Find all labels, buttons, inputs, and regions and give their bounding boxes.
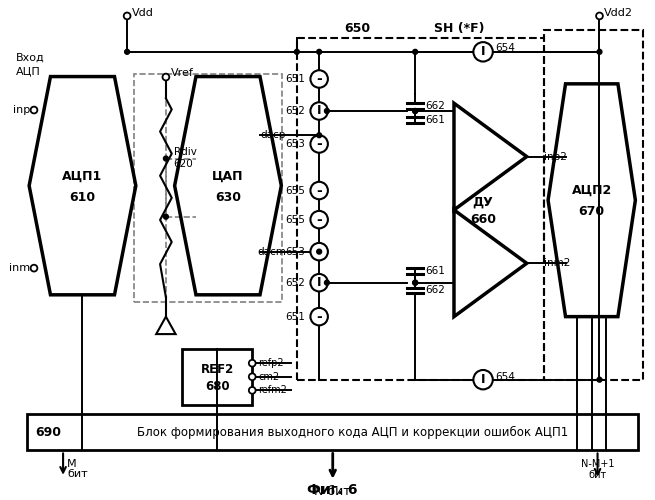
Circle shape [310, 182, 328, 200]
Circle shape [295, 50, 299, 54]
Text: Фиг. 6: Фиг. 6 [307, 484, 358, 498]
Circle shape [249, 387, 255, 394]
Circle shape [324, 108, 329, 114]
Text: АЦП1: АЦП1 [62, 170, 103, 182]
Bar [134, 74, 282, 302]
Bar [544, 30, 643, 380]
Circle shape [597, 50, 602, 54]
Text: Вход: Вход [16, 52, 45, 62]
Circle shape [474, 370, 493, 390]
Text: REF2: REF2 [200, 362, 234, 376]
Circle shape [317, 249, 322, 254]
Text: 620: 620 [174, 160, 193, 170]
Text: inp2: inp2 [544, 152, 567, 162]
Text: 662: 662 [425, 286, 445, 296]
Text: dacp: dacp [261, 130, 286, 140]
Circle shape [249, 374, 255, 380]
Circle shape [162, 74, 169, 80]
Circle shape [317, 133, 322, 138]
Circle shape [596, 12, 603, 20]
Circle shape [164, 156, 168, 161]
Text: 680: 680 [205, 380, 230, 393]
Bar [297, 38, 544, 380]
Text: 630: 630 [215, 191, 241, 204]
Text: inp: inp [13, 105, 30, 115]
Circle shape [31, 106, 37, 114]
Text: 662: 662 [425, 101, 445, 111]
Text: Блок формирования выходного кода АЦП и коррекции ошибок АЦП1: Блок формирования выходного кода АЦП и к… [136, 426, 568, 438]
Text: ЦАП: ЦАП [212, 170, 244, 182]
Text: Vref: Vref [171, 68, 194, 78]
Text: 660: 660 [470, 213, 496, 226]
Circle shape [324, 280, 329, 285]
Circle shape [310, 211, 328, 228]
Text: I: I [317, 104, 322, 118]
Circle shape [310, 102, 328, 120]
Circle shape [317, 50, 322, 54]
Text: Rdiv: Rdiv [174, 146, 196, 156]
Text: АЦП: АЦП [16, 66, 41, 76]
Text: М: М [67, 459, 77, 469]
Circle shape [124, 12, 130, 20]
Circle shape [310, 274, 328, 291]
Text: dacm: dacm [257, 246, 286, 256]
Text: бит: бит [588, 470, 607, 480]
Text: 661: 661 [425, 266, 445, 276]
Text: Vdd: Vdd [132, 8, 154, 18]
Text: 655: 655 [286, 186, 306, 196]
Text: I: I [317, 276, 322, 289]
Circle shape [310, 243, 328, 260]
Text: 653: 653 [286, 246, 306, 256]
Circle shape [474, 42, 493, 62]
Text: inm2: inm2 [544, 258, 571, 268]
Text: -: - [316, 244, 322, 258]
Text: I: I [481, 373, 485, 386]
Text: 653: 653 [286, 139, 306, 149]
Circle shape [310, 70, 328, 88]
Circle shape [413, 50, 418, 54]
Text: -: - [316, 72, 322, 86]
Text: -: - [316, 310, 322, 324]
Text: refp2: refp2 [258, 358, 284, 368]
Circle shape [310, 135, 328, 152]
Text: 651: 651 [286, 74, 306, 84]
Text: cm2: cm2 [258, 372, 279, 382]
Circle shape [164, 214, 168, 219]
Circle shape [413, 280, 418, 285]
Text: 652: 652 [286, 106, 306, 116]
Text: -: - [316, 137, 322, 151]
Circle shape [413, 108, 418, 114]
Text: 654: 654 [496, 372, 515, 382]
Circle shape [124, 50, 130, 54]
Text: -: - [316, 212, 322, 226]
Text: inm: inm [9, 263, 30, 273]
Text: SH (*F): SH (*F) [434, 22, 484, 35]
Text: ДУ: ДУ [473, 196, 493, 208]
Text: -: - [316, 184, 322, 198]
Text: N бит: N бит [314, 486, 351, 498]
Text: Vdd2: Vdd2 [605, 8, 633, 18]
Text: I: I [481, 46, 485, 59]
Circle shape [597, 378, 602, 382]
Text: 652: 652 [286, 278, 306, 287]
Text: 650: 650 [344, 22, 370, 35]
Text: 655: 655 [286, 214, 306, 224]
Text: 661: 661 [425, 114, 445, 124]
Bar [28, 414, 638, 451]
Circle shape [413, 280, 418, 285]
Text: 690: 690 [35, 426, 61, 438]
Text: 651: 651 [286, 312, 306, 322]
Bar [182, 348, 252, 405]
Text: N-M+1: N-M+1 [581, 459, 614, 469]
Circle shape [413, 108, 418, 114]
Text: 670: 670 [578, 206, 605, 218]
Text: бит: бит [67, 469, 88, 479]
Text: АЦП2: АЦП2 [572, 184, 612, 197]
Text: 654: 654 [496, 43, 515, 53]
Text: refm2: refm2 [258, 386, 287, 396]
Circle shape [249, 360, 255, 366]
Text: 610: 610 [69, 191, 96, 204]
Circle shape [31, 264, 37, 272]
Circle shape [310, 308, 328, 326]
